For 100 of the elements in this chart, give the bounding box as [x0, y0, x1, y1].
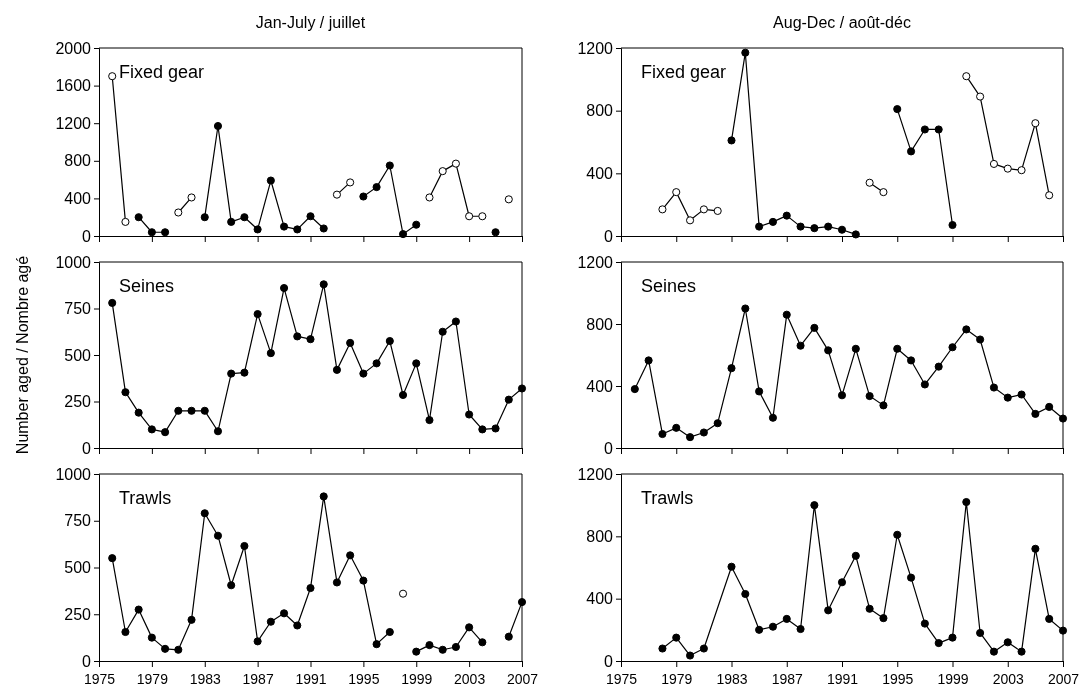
point — [398, 589, 408, 598]
point — [293, 332, 302, 341]
point — [976, 92, 985, 101]
point — [279, 222, 289, 231]
y-tick-label: 2000 — [55, 39, 92, 57]
point — [227, 581, 236, 590]
point — [906, 147, 916, 156]
y-tick-label: 750 — [64, 512, 92, 530]
point — [699, 428, 708, 437]
point — [672, 188, 681, 197]
point — [266, 349, 275, 358]
point — [1017, 390, 1026, 399]
point — [1045, 191, 1054, 200]
point — [504, 632, 513, 641]
y-tick-label: 500 — [64, 559, 92, 577]
point — [727, 364, 736, 373]
point — [227, 369, 236, 378]
y-tick-label: 1000 — [55, 465, 92, 483]
point — [976, 628, 985, 638]
chart-title: Jan-July / juillet — [255, 14, 366, 31]
point — [134, 213, 143, 222]
point — [893, 105, 902, 114]
point — [685, 216, 695, 225]
point — [962, 325, 971, 334]
point — [478, 638, 487, 647]
point — [253, 310, 262, 319]
x-tick-label: 1983 — [716, 671, 748, 687]
point — [240, 541, 249, 551]
point — [851, 230, 860, 239]
point — [796, 341, 805, 350]
point — [934, 639, 943, 648]
point — [306, 335, 315, 344]
point — [147, 228, 156, 237]
y-tick-label: 1200 — [577, 253, 614, 271]
point — [989, 383, 999, 392]
y-tick-label: 0 — [82, 227, 92, 245]
x-tick-label: 1975 — [83, 671, 116, 687]
point — [279, 609, 289, 618]
point — [1003, 393, 1012, 402]
point — [187, 406, 196, 415]
point — [768, 413, 778, 422]
point — [213, 427, 223, 436]
y-tick-label: 800 — [586, 102, 614, 120]
point — [438, 327, 447, 336]
point — [810, 224, 819, 233]
point — [755, 625, 764, 634]
point — [755, 222, 764, 231]
x-tick-label: 1999 — [937, 671, 969, 687]
x-tick-label: 1991 — [295, 671, 327, 687]
point — [1045, 614, 1054, 623]
point — [359, 369, 368, 378]
point — [385, 627, 394, 637]
point — [266, 617, 275, 626]
y-axis-title: Number aged / Nombre agé — [14, 255, 31, 455]
point — [755, 387, 764, 396]
point — [1031, 409, 1040, 418]
point — [121, 388, 130, 397]
point — [385, 161, 394, 170]
point — [121, 217, 130, 226]
point — [108, 298, 117, 307]
point — [385, 336, 394, 346]
point — [989, 159, 999, 168]
point — [372, 640, 381, 649]
point — [741, 589, 750, 599]
x-tick-label: 2007 — [506, 671, 539, 687]
point — [1003, 638, 1012, 647]
point — [412, 359, 421, 368]
point — [796, 222, 805, 231]
annotation: Trawls — [119, 488, 172, 508]
point — [517, 598, 527, 607]
point — [976, 335, 985, 344]
point — [906, 573, 916, 582]
point — [425, 193, 434, 202]
y-tick-label: 0 — [604, 652, 614, 670]
point — [727, 562, 736, 571]
point — [879, 188, 888, 197]
y-tick-label: 800 — [586, 527, 614, 545]
point — [306, 212, 315, 221]
y-tick-label: 800 — [586, 315, 614, 333]
point — [824, 222, 833, 231]
y-tick-label: 500 — [64, 346, 92, 364]
point — [685, 433, 695, 442]
annotation: Seines — [641, 276, 697, 296]
point — [213, 531, 223, 540]
y-tick-label: 400 — [64, 190, 92, 208]
point — [451, 642, 460, 652]
point — [824, 346, 833, 355]
point — [851, 344, 860, 353]
x-tick-label: 1987 — [771, 671, 804, 687]
point — [504, 395, 513, 404]
point — [346, 338, 355, 347]
point — [1058, 626, 1068, 635]
point — [658, 644, 667, 653]
point — [346, 178, 355, 187]
point — [108, 554, 117, 563]
y-tick-label: 1200 — [577, 39, 614, 57]
point — [359, 576, 368, 585]
point — [108, 72, 117, 81]
point — [478, 212, 487, 221]
point — [438, 167, 447, 176]
